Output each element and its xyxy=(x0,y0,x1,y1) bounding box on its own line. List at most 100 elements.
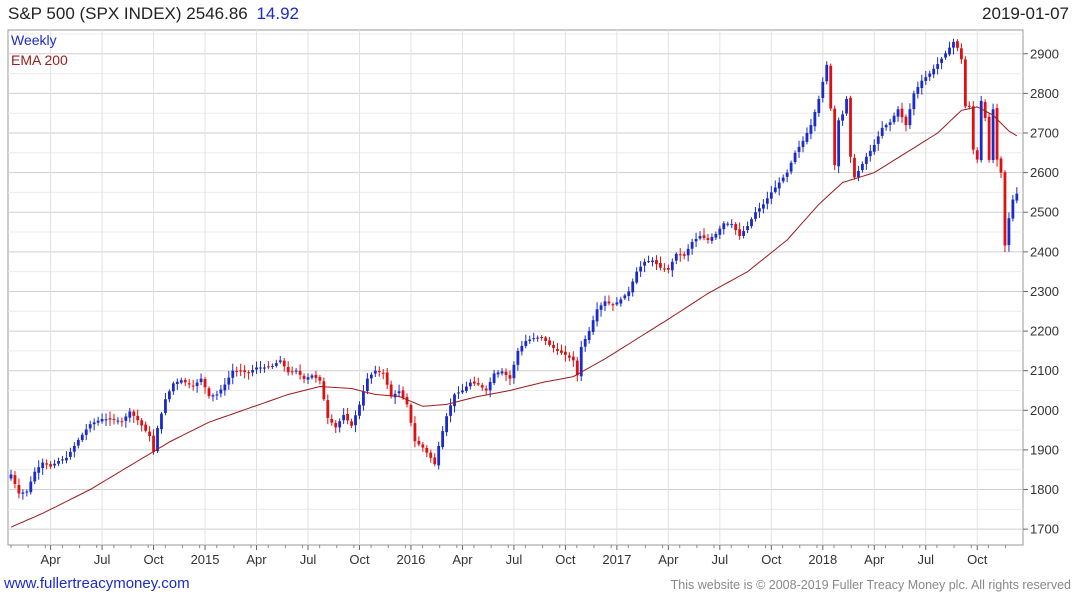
candle-body xyxy=(362,391,365,406)
candle-body xyxy=(373,370,377,374)
candle-body xyxy=(175,381,179,385)
candle-body xyxy=(571,356,575,361)
candle-body xyxy=(916,87,920,94)
x-tick-label: 2015 xyxy=(191,552,220,567)
candle-body xyxy=(694,238,698,242)
candle-body xyxy=(872,144,876,152)
candle-body xyxy=(619,299,623,304)
candle-body xyxy=(49,464,52,467)
candle-body xyxy=(338,421,342,428)
candle-body xyxy=(195,382,199,386)
candle-body xyxy=(544,337,547,341)
candle-body xyxy=(845,98,848,114)
y-tick-label: 1700 xyxy=(1030,522,1059,537)
candle-body xyxy=(908,109,912,126)
candle-body xyxy=(940,58,943,64)
x-tick-label: Jul xyxy=(917,552,934,567)
x-tick-label: 2016 xyxy=(396,552,425,567)
candle-body xyxy=(156,428,159,452)
candle-body xyxy=(643,261,646,266)
candle-body xyxy=(853,157,856,178)
candle-body xyxy=(627,291,631,297)
candle-body xyxy=(552,344,555,348)
candle-body xyxy=(967,105,971,107)
site-link[interactable]: www.fullertreacymoney.com xyxy=(4,575,190,592)
y-tick-label: 2300 xyxy=(1030,284,1059,299)
candle-body xyxy=(433,457,437,465)
last-price: 2546.86 xyxy=(186,4,248,23)
candle-body xyxy=(191,385,195,387)
candle-body xyxy=(971,106,975,150)
candle-body xyxy=(512,364,516,379)
candle-body xyxy=(987,116,991,160)
candle-body xyxy=(306,377,310,380)
candle-body xyxy=(599,305,603,310)
x-tick-label: Oct xyxy=(555,552,576,567)
candle-body xyxy=(635,271,639,283)
candle-body xyxy=(164,399,167,413)
candle-body xyxy=(247,372,250,374)
candle-body xyxy=(655,259,658,265)
candle-body xyxy=(187,383,191,385)
candle-body xyxy=(255,367,258,370)
candle-body xyxy=(564,351,567,355)
candle-body xyxy=(888,122,892,125)
candle-body xyxy=(100,419,104,422)
candle-body xyxy=(975,150,979,160)
candle-body xyxy=(294,370,298,372)
candle-body xyxy=(128,411,132,418)
candle-body xyxy=(235,370,239,372)
candle-body xyxy=(793,152,797,162)
candle-body xyxy=(611,304,615,306)
y-tick-label: 2400 xyxy=(1030,244,1059,259)
candle-body xyxy=(267,366,270,368)
candle-body xyxy=(666,267,670,270)
candle-body xyxy=(504,371,508,376)
candle-body xyxy=(500,371,504,374)
y-tick-label: 2100 xyxy=(1030,363,1059,378)
candle-body xyxy=(441,431,445,448)
candle-body xyxy=(61,459,64,461)
candle-body xyxy=(829,65,833,109)
candle-body xyxy=(560,350,563,353)
candle-body xyxy=(326,400,330,418)
candle-body xyxy=(160,413,163,430)
candle-body xyxy=(45,463,49,465)
candle-body xyxy=(472,381,476,384)
candle-body xyxy=(631,281,635,293)
candle-body xyxy=(199,378,203,383)
candle-body xyxy=(979,100,983,161)
x-tick-label: 2017 xyxy=(602,552,631,567)
candle-body xyxy=(13,475,17,484)
y-tick-label: 2500 xyxy=(1030,205,1059,220)
candle-body xyxy=(152,435,155,452)
x-tick-label: Oct xyxy=(143,552,164,567)
candle-body xyxy=(857,171,860,178)
x-tick-label: Jul xyxy=(300,552,317,567)
candle-body xyxy=(516,350,520,365)
candle-body xyxy=(750,219,753,227)
candle-body xyxy=(429,452,433,458)
copyright-notice: This website is © 2008-2019 Fuller Treac… xyxy=(670,578,1071,592)
x-tick-label: Apr xyxy=(40,552,61,567)
candle-body xyxy=(358,404,361,416)
candle-body xyxy=(171,383,175,392)
candle-body xyxy=(944,53,947,58)
candle-body xyxy=(286,366,290,373)
candle-body xyxy=(809,125,813,134)
candle-body xyxy=(738,229,742,236)
candle-body xyxy=(607,301,611,304)
candle-body xyxy=(270,365,274,367)
y-tick-label: 2800 xyxy=(1030,86,1059,101)
candle-body xyxy=(765,198,769,204)
x-tick-label: Apr xyxy=(452,552,473,567)
candle-body xyxy=(781,177,785,182)
candle-body xyxy=(413,423,417,442)
candle-body xyxy=(647,261,650,263)
candle-body xyxy=(896,109,900,117)
candle-body xyxy=(1003,172,1007,246)
candle-body xyxy=(639,266,643,272)
candle-body xyxy=(243,370,247,373)
candle-body xyxy=(80,434,84,441)
candle-body xyxy=(884,125,888,128)
